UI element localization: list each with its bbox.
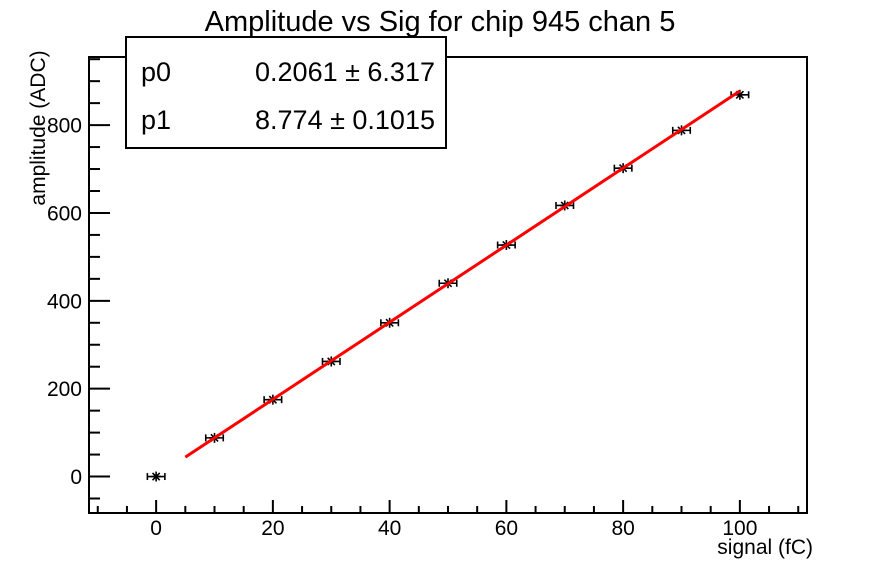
marker-asterisk — [735, 90, 745, 99]
fit-line — [184, 89, 741, 459]
x-tick-label: 20 — [261, 517, 284, 540]
stats-param-value: 8.774 ± 0.1015 — [255, 105, 435, 136]
y-axis-title: amplitude (ADC) — [27, 50, 50, 206]
stats-row-p1: p1 8.774 ± 0.1015 — [141, 97, 437, 146]
stats-param-name: p1 — [141, 105, 172, 136]
y-tick-label: 800 — [47, 115, 82, 138]
stats-param-value: 0.2061 ± 6.317 — [255, 56, 435, 87]
x-tick-label: 40 — [378, 517, 401, 540]
y-tick-label: 600 — [47, 202, 82, 225]
x-tick-label: 0 — [150, 517, 162, 540]
y-tick-label: 200 — [47, 378, 82, 401]
y-tick-label: 400 — [47, 290, 82, 313]
stats-param-name: p0 — [141, 56, 172, 87]
x-axis-title: signal (fC) — [717, 536, 813, 559]
x-tick-label: 60 — [495, 517, 518, 540]
marker-asterisk — [151, 472, 161, 481]
fit-stats-box: p0 0.2061 ± 6.317 p1 8.774 ± 0.1015 — [125, 36, 447, 149]
data-point — [146, 471, 166, 482]
x-tick-label: 100 — [722, 517, 757, 540]
stats-row-p0: p0 0.2061 ± 6.317 — [141, 48, 437, 97]
x-tick-label: 80 — [611, 517, 634, 540]
y-tick-label: 0 — [70, 466, 82, 489]
chart-title: Amplitude vs Sig for chip 945 chan 5 — [204, 6, 676, 38]
